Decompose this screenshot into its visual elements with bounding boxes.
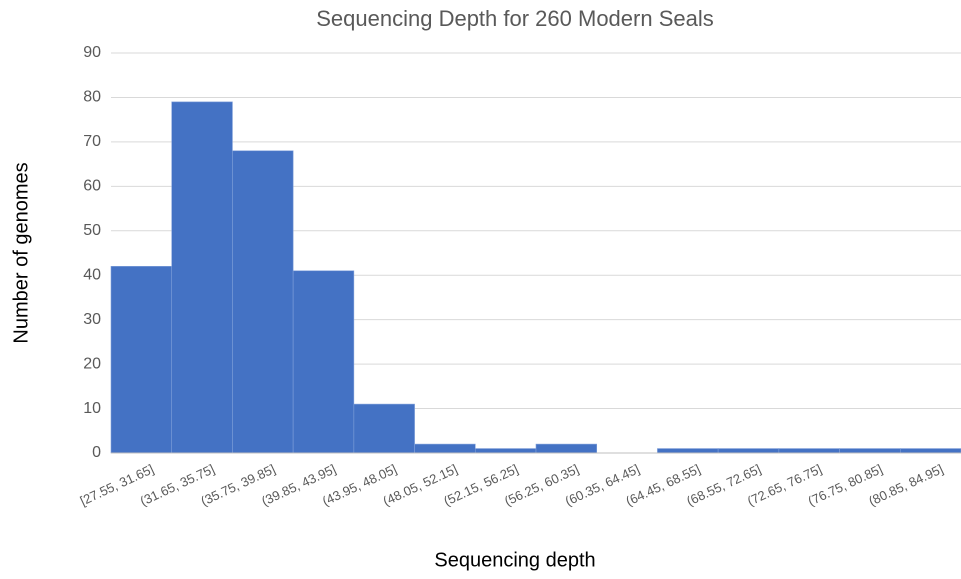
y-tick-label: 30 xyxy=(83,311,101,328)
bar xyxy=(232,150,294,454)
y-tick-label: 20 xyxy=(83,355,101,372)
bar xyxy=(839,448,901,454)
y-axis-title: Number of genomes xyxy=(10,162,32,343)
x-axis-title: Sequencing depth xyxy=(434,549,595,571)
bar xyxy=(292,270,355,454)
bar xyxy=(899,448,961,454)
bar xyxy=(717,448,780,454)
chart-title: Sequencing Depth for 260 Modern Seals xyxy=(316,6,713,31)
y-tick-label: 80 xyxy=(83,89,101,106)
bar xyxy=(414,443,476,454)
bar xyxy=(474,448,537,454)
y-tick-label: 70 xyxy=(83,133,101,150)
bar xyxy=(778,448,840,454)
y-tick-label: 90 xyxy=(83,44,101,61)
bar xyxy=(110,266,173,454)
bar xyxy=(535,443,598,454)
bar xyxy=(353,403,415,454)
y-tick-label: 40 xyxy=(83,266,101,283)
y-tick-label: 0 xyxy=(92,444,101,461)
y-tick-label: 50 xyxy=(83,222,101,239)
y-tick-label: 10 xyxy=(83,400,101,417)
bar xyxy=(657,448,719,454)
bar xyxy=(171,101,233,454)
y-tick-label: 60 xyxy=(83,178,101,195)
